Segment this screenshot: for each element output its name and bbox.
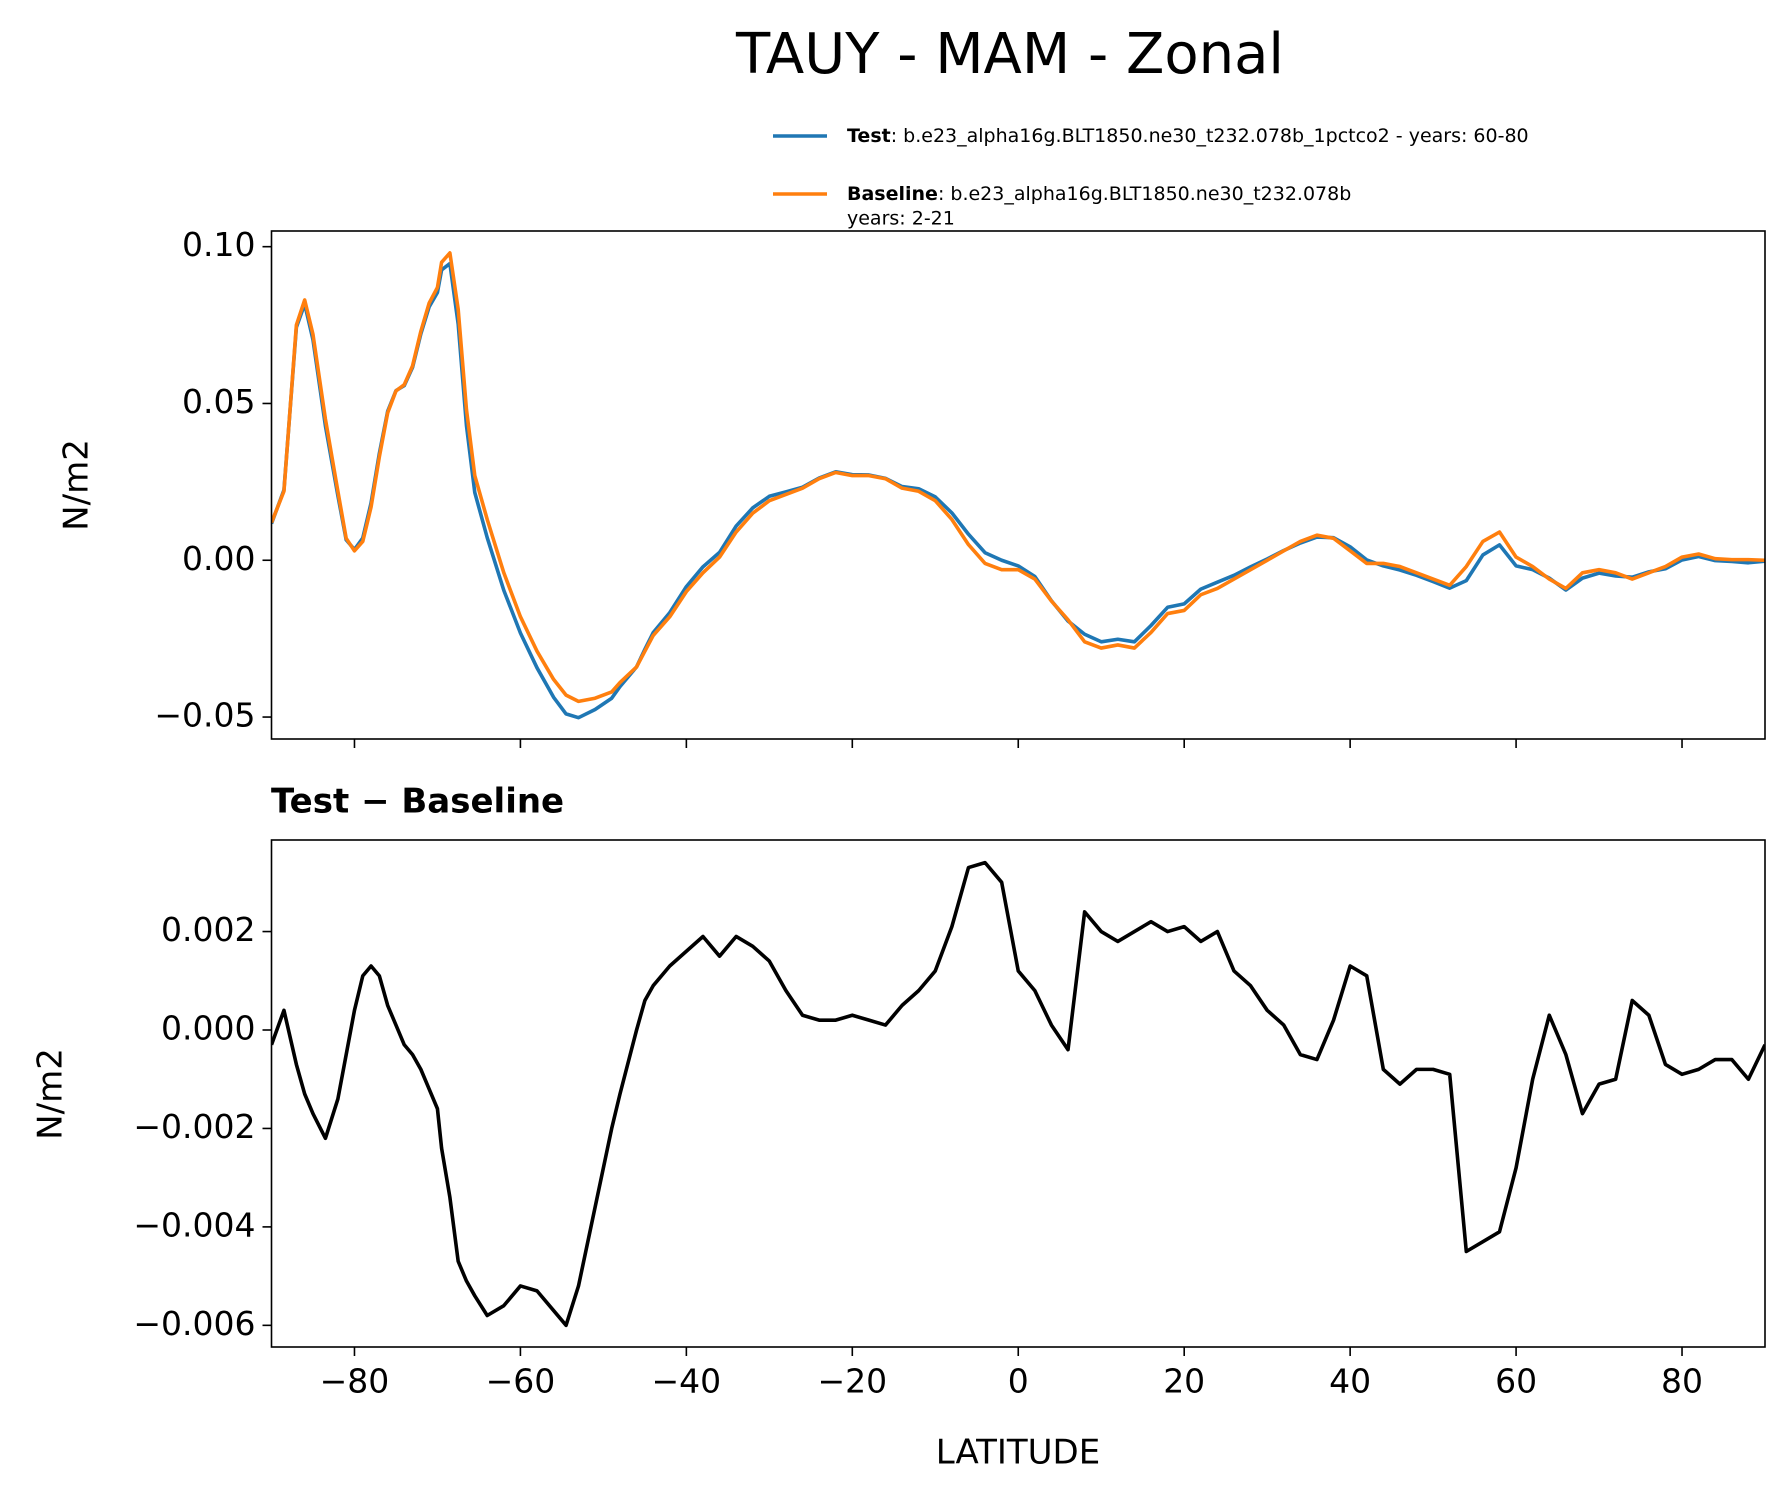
data-line [271,251,1765,704]
data-line [271,860,1765,1328]
y-tick-label: −0.002 [133,1107,255,1146]
legend-label: Test: b.e23_alpha16g.BLT1850.ne30_t232.0… [847,125,1529,147]
x-tick-label: −60 [486,1362,556,1401]
axes-frame [270,839,1766,1348]
y-tick-label: 0.000 [161,1009,255,1048]
y-tick-label: 0.10 [182,225,255,264]
legend-description: years: 2-21 [847,208,955,230]
x-tick-label: 0 [1008,1362,1029,1401]
x-tick-label: −20 [817,1362,887,1401]
y-tick-label: −0.004 [133,1205,255,1244]
legend-label: Baseline: b.e23_alpha16g.BLT1850.ne30_t2… [847,183,1351,205]
y-tick-label: −0.05 [154,696,255,735]
legend-name: Test [847,125,891,147]
legend-description: : b.e23_alpha16g.BLT1850.ne30_t232.078b_… [891,125,1529,147]
x-axis-label: LATITUDE [936,1433,1100,1473]
axes-frame [270,230,1766,740]
y-tick-label: 0.05 [182,382,255,421]
y-axis-label: N/m2 [31,1048,71,1140]
y-tick-label: 0.00 [182,539,255,578]
x-tick-label: 80 [1661,1362,1703,1401]
y-axis-label: N/m2 [57,439,97,531]
legend-name: Baseline [847,183,938,205]
figure-title: TAUY - MAM - Zonal [735,22,1284,87]
x-tick-label: 40 [1329,1362,1371,1401]
data-line [271,261,1765,720]
y-tick-label: 0.002 [161,910,255,949]
x-tick-label: 60 [1495,1362,1537,1401]
subplot-title: Test − Baseline [271,782,564,822]
x-tick-label: 20 [1163,1362,1205,1401]
y-tick-label: −0.006 [133,1304,255,1343]
legend-description: : b.e23_alpha16g.BLT1850.ne30_t232.078b [938,183,1351,205]
x-tick-label: −80 [320,1362,390,1401]
x-tick-label: −40 [652,1362,722,1401]
